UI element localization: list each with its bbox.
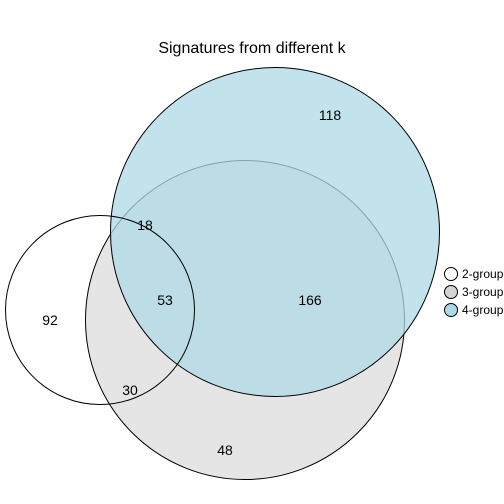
region-3-and-4: 166	[298, 292, 321, 308]
legend-item-2-group: 2-group	[444, 265, 503, 283]
legend-swatch-icon	[444, 267, 458, 281]
region-only-3: 48	[217, 442, 233, 458]
legend-label: 4-group	[462, 303, 503, 317]
region-2-3-4: 53	[157, 292, 173, 308]
venn-diagram: Signatures from different k 92 48 118 18…	[0, 0, 504, 504]
legend-swatch-icon	[444, 285, 458, 299]
chart-title: Signatures from different k	[0, 40, 504, 58]
legend-swatch-icon	[444, 303, 458, 317]
legend-item-4-group: 4-group	[444, 301, 503, 319]
region-2-and-3: 30	[122, 382, 138, 398]
region-only-4: 118	[319, 107, 341, 123]
legend-label: 3-group	[462, 285, 503, 299]
legend-label: 2-group	[462, 267, 503, 281]
legend: 2-group 3-group 4-group	[444, 265, 503, 319]
circle-2-group	[5, 215, 195, 405]
legend-item-3-group: 3-group	[444, 283, 503, 301]
region-only-2: 92	[42, 312, 58, 328]
region-2-and-4: 18	[137, 217, 153, 233]
